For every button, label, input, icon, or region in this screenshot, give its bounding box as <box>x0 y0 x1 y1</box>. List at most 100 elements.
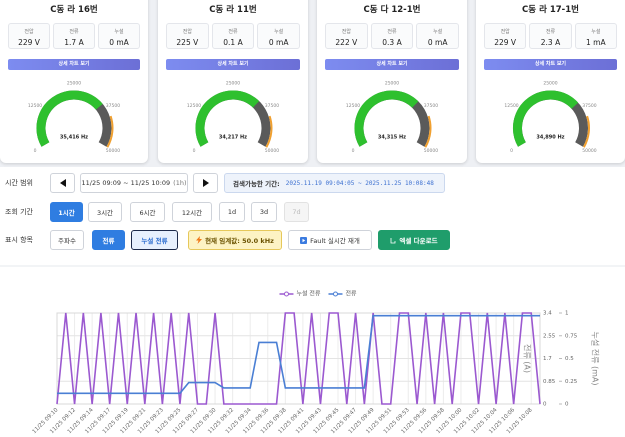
metrics: 전압 229 V 전류 1.7 A 누설 0 mA <box>8 23 140 49</box>
download-icon <box>391 237 396 243</box>
play-icon <box>300 236 308 244</box>
gauge-tick-label: 37500 <box>582 103 596 109</box>
gauge-tick-label: 0 <box>34 148 37 154</box>
gauge-value: 34,315 Hz <box>378 135 406 141</box>
next-button[interactable] <box>193 173 218 193</box>
metric-label: 누설 <box>591 29 601 35</box>
card-title: C동 다 12-1번 <box>363 5 421 15</box>
gauge-tick-label: 12500 <box>504 103 518 109</box>
gauge-tick-label: 12500 <box>346 103 360 109</box>
gauge-value: 34,217 Hz <box>219 135 247 141</box>
gauge-tick-label: 0 <box>352 148 355 154</box>
metric-label: 전류 <box>545 29 556 35</box>
metric-value: 0 mA <box>109 38 129 47</box>
row-label: 표시 항목 <box>5 236 33 244</box>
metric-box: 누설 0 mA <box>416 23 460 49</box>
metric-label: 전압 <box>182 29 192 35</box>
gauge-warning-band <box>265 115 273 148</box>
y-axis-title: 전류 (A) <box>523 344 533 373</box>
row-label: 조회 기간 <box>5 208 33 216</box>
gauge-tick-label: 25000 <box>226 81 240 87</box>
gauge-tick-label: 37500 <box>265 103 279 109</box>
y-tick-label: 1.7 <box>543 356 552 362</box>
legend-marker <box>283 291 289 297</box>
gauge: 0 12500 25000 37500 50000 35,416 Hz <box>28 81 120 155</box>
gauge-tick-label: 50000 <box>582 148 596 154</box>
metric-box: 전류 1.7 A <box>53 23 95 49</box>
detail-chart-button[interactable]: 상세 차트 보기 <box>484 59 617 70</box>
gauge-tick-label: 50000 <box>424 148 438 154</box>
gauge-warning-band <box>424 115 432 148</box>
metric-value: 229 V <box>494 38 517 47</box>
gauge-value-arc <box>195 90 260 147</box>
download-text: 엑셀 다운로드 <box>399 237 438 245</box>
arrow-right-icon <box>202 179 209 187</box>
card-title: C동 라 16번 <box>50 5 98 15</box>
metric-label: 전류 <box>69 29 79 35</box>
gauge-tick-label: 37500 <box>424 103 438 109</box>
y2-tick-label: 0.25 <box>565 379 578 385</box>
legend-label: 전류 <box>345 290 357 298</box>
metric-label: 누설 <box>274 29 284 35</box>
y2-tick-label: 0 <box>565 402 569 408</box>
metric-value: 1.7 A <box>64 38 84 47</box>
plot-frame <box>56 312 541 405</box>
metric-label: 누설 <box>114 29 124 35</box>
bolt-shape <box>196 236 203 244</box>
gauge-tick-label: 25000 <box>385 81 399 87</box>
play-shape <box>302 238 306 242</box>
metric-box: 전류 0.3 A <box>370 23 414 49</box>
metrics: 전압 229 V 전류 2.3 A 누설 1 mA <box>484 23 617 49</box>
display-toggle[interactable]: 누설 전류 <box>131 230 178 250</box>
metric-value: 0.1 A <box>223 38 243 47</box>
y-tick-label: 0.85 <box>543 379 556 385</box>
row-label: 시간 범위 <box>5 179 33 187</box>
metrics: 전압 225 V 전류 0.1 A 누설 0 mA <box>166 23 301 49</box>
series-line <box>57 314 540 395</box>
card-title: C동 라 17-1번 <box>522 5 579 15</box>
legend: 누설 전류 전류 <box>279 290 357 298</box>
gauge-tick-label: 25000 <box>543 81 557 87</box>
period-button[interactable]: 6시간 <box>130 202 165 222</box>
gauge-value-arc <box>354 90 419 147</box>
gauge-warning-band <box>582 115 590 148</box>
metric-box: 전압 229 V <box>8 23 50 49</box>
metric-label: 전압 <box>341 29 351 35</box>
metric-box: 전압 225 V <box>166 23 209 49</box>
metric-label: 전류 <box>228 29 238 35</box>
detail-chart-button[interactable]: 상세 차트 보기 <box>325 59 459 70</box>
gauge-tick-label: 50000 <box>265 148 279 154</box>
metrics: 전압 222 V 전류 0.3 A 누설 0 mA <box>325 23 460 49</box>
metric-box: 누설 0 mA <box>98 23 140 49</box>
period-button[interactable]: 1시간 <box>50 202 83 222</box>
detail-chart-button[interactable]: 상세 차트 보기 <box>166 59 300 70</box>
gauge-value-arc <box>36 90 103 147</box>
y-tick-label: 3.4 <box>543 311 552 317</box>
gauge: 0 12500 25000 37500 50000 34,315 Hz <box>346 81 438 155</box>
metric-box: 전압 229 V <box>484 23 527 49</box>
period-button[interactable]: 1d <box>219 202 245 222</box>
device-card: C동 라 11번 전압 225 V 전류 0.1 A 누설 0 mA 상세 차트 보기 0 125… <box>158 0 308 163</box>
fault-resume-button[interactable]: Fault 실시간 재개 <box>288 230 372 250</box>
legend-label: 누설 전류 <box>296 290 320 298</box>
period-button[interactable]: 12시간 <box>172 202 212 222</box>
card-title: C동 라 11번 <box>209 5 257 15</box>
metric-box: 누설 0 mA <box>257 23 301 49</box>
display-toggle[interactable]: 전류 <box>92 230 125 250</box>
detail-chart-button[interactable]: 상세 차트 보기 <box>8 59 140 70</box>
gauge-tick-label: 0 <box>193 148 196 154</box>
prev-button[interactable] <box>50 173 75 193</box>
period-button[interactable]: 7d <box>284 202 309 222</box>
gauge: 0 12500 25000 37500 50000 34,890 Hz <box>504 81 596 155</box>
excel-download-button[interactable]: 엑셀 다운로드 <box>378 230 450 250</box>
display-toggle[interactable]: 주파수 <box>50 230 84 250</box>
metric-value: 222 V <box>335 38 358 47</box>
gauge-tick-label: 37500 <box>106 103 120 109</box>
device-card: C동 라 17-1번 전압 229 V 전류 2.3 A 누설 1 mA 상세 차트 보기 0 1… <box>476 0 625 163</box>
period-button[interactable]: 3d <box>251 202 277 222</box>
period-button[interactable]: 3시간 <box>88 202 122 222</box>
y2-tick-label: 0.75 <box>565 333 578 339</box>
gauge: 0 12500 25000 37500 50000 34,217 Hz <box>187 81 279 155</box>
